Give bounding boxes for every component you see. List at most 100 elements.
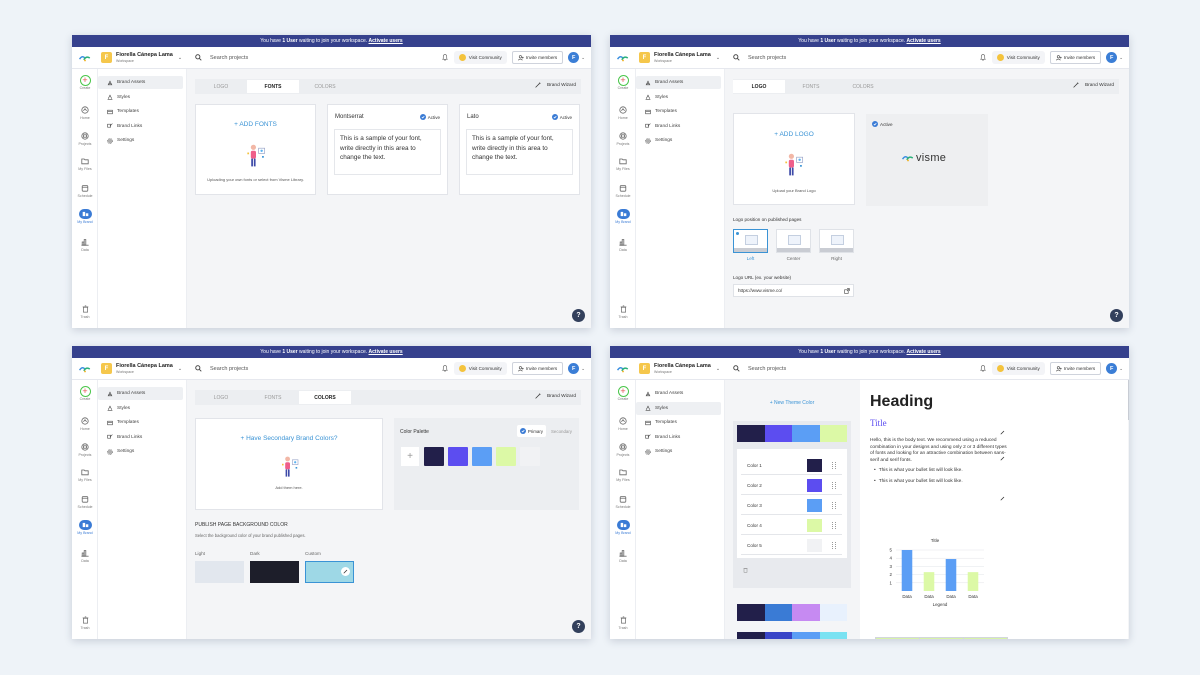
subnav-item-assets[interactable]: Brand Assets: [98, 76, 183, 89]
chart-bar[interactable]: [945, 559, 957, 591]
bg-option-swatch-custom[interactable]: [305, 561, 354, 583]
color-row-swatch[interactable]: [807, 519, 822, 532]
subnav-item-settings[interactable]: Settings: [636, 445, 721, 458]
bg-option-swatch-dark[interactable]: [250, 561, 299, 583]
body-text-preview[interactable]: Hello, this is the body text. We recomme…: [870, 438, 1007, 464]
bell-icon[interactable]: [441, 54, 448, 61]
rail-item-home[interactable]: Home: [610, 105, 636, 120]
activate-users-link[interactable]: Activate users: [368, 38, 403, 44]
rail-item-schedule[interactable]: Schedule: [610, 183, 636, 198]
rail-item-data[interactable]: Data: [610, 548, 636, 563]
chevron-down-icon[interactable]: ⌄: [581, 365, 585, 371]
add-logo-link[interactable]: + ADD LOGO: [774, 131, 814, 138]
heading-preview[interactable]: Heading: [870, 393, 934, 410]
workspace-switcher[interactable]: F Fiorella Cánepa Lama Workspace ⌄: [636, 52, 729, 63]
rail-item-create[interactable]: + Create: [72, 385, 98, 401]
tab-fonts[interactable]: FONTS: [247, 80, 299, 93]
chevron-down-icon[interactable]: ⌄: [177, 365, 183, 372]
subnav-item-templates[interactable]: Templates: [636, 416, 721, 429]
tab-colors[interactable]: COLORS: [852, 83, 874, 90]
bullet-item[interactable]: • This is what your bullet list will look…: [874, 468, 963, 473]
bell-icon[interactable]: [441, 365, 448, 372]
drag-handle-icon[interactable]: [832, 482, 836, 489]
chevron-down-icon[interactable]: ⌄: [581, 54, 585, 60]
help-button[interactable]: ?: [1110, 309, 1123, 322]
invite-members-button[interactable]: Invite members: [1049, 362, 1102, 375]
subnav-item-settings[interactable]: Settings: [98, 445, 183, 458]
visit-community-button[interactable]: Visit Community: [991, 362, 1045, 375]
user-avatar[interactable]: F: [568, 363, 580, 374]
drag-handle-icon[interactable]: [832, 542, 836, 549]
brand-wizard-button[interactable]: Brand Wizard: [1073, 82, 1114, 88]
brand-wizard-button[interactable]: Brand Wizard: [535, 82, 576, 88]
search-input[interactable]: Search projects: [195, 365, 248, 372]
color-row-swatch[interactable]: [807, 459, 822, 472]
primary-toggle[interactable]: Primary: [516, 425, 546, 437]
subnav-item-assets[interactable]: Brand Assets: [636, 387, 721, 400]
tab-logo[interactable]: LOGO: [213, 83, 229, 90]
color-row[interactable]: Color 5: [741, 536, 842, 555]
visme-logo-icon[interactable]: [72, 54, 98, 62]
pencil-icon[interactable]: [341, 567, 350, 576]
font-sample-text[interactable]: This is a sample of your font, write dir…: [466, 129, 573, 175]
theme-strip[interactable]: [737, 604, 847, 621]
chevron-down-icon[interactable]: ⌄: [177, 54, 183, 61]
logo-position-label[interactable]: Right: [831, 256, 842, 261]
color-row[interactable]: Color 4: [741, 516, 842, 535]
palette-swatch[interactable]: [472, 447, 492, 466]
rail-item-files[interactable]: My Files: [72, 156, 98, 171]
add-color-button[interactable]: +: [401, 447, 419, 466]
help-button[interactable]: ?: [572, 620, 585, 633]
search-input[interactable]: Search projects: [733, 365, 786, 372]
font-card[interactable]: Montserrat Active This is a sample of your…: [327, 104, 448, 195]
visme-logo-icon[interactable]: [610, 54, 636, 62]
search-input[interactable]: Search projects: [195, 54, 248, 61]
logo-url-input[interactable]: https://www.visme.co/: [733, 284, 854, 297]
visit-community-button[interactable]: Visit Community: [453, 51, 507, 64]
theme-strip[interactable]: [737, 632, 847, 639]
subnav-item-links[interactable]: Brand Links: [98, 120, 183, 133]
rail-item-files[interactable]: My Files: [72, 467, 98, 482]
invite-members-button[interactable]: Invite members: [511, 51, 564, 64]
add-fonts-link[interactable]: + ADD FONTS: [234, 121, 277, 128]
visit-community-button[interactable]: Visit Community: [453, 362, 507, 375]
add-logo-card[interactable]: + ADD LOGO Upload your Brand Logo: [733, 113, 855, 205]
subnav-item-styles[interactable]: Styles: [98, 91, 183, 104]
user-avatar[interactable]: F: [1106, 363, 1118, 374]
workspace-switcher[interactable]: F Fiorella Cánepa Lama Workspace ⌄: [636, 363, 729, 374]
secondary-colors-card[interactable]: + Have Secondary Brand Colors? Add them h…: [195, 418, 383, 510]
subnav-item-templates[interactable]: Templates: [636, 105, 721, 118]
subnav-item-settings[interactable]: Settings: [636, 134, 721, 147]
rail-item-files[interactable]: My Files: [610, 156, 636, 171]
color-row-swatch[interactable]: [807, 539, 822, 552]
user-avatar[interactable]: F: [1106, 52, 1118, 63]
color-row[interactable]: Color 2: [741, 476, 842, 495]
chevron-down-icon[interactable]: ⌄: [715, 54, 721, 61]
title-preview[interactable]: Title: [870, 418, 887, 428]
color-row[interactable]: Color 3: [741, 496, 842, 515]
bullet-item[interactable]: • This is what your bullet list will look…: [874, 479, 963, 484]
font-card[interactable]: Lato Active This is a sample of your font,…: [459, 104, 580, 195]
rail-item-trash[interactable]: Trash: [72, 615, 98, 630]
drag-handle-icon[interactable]: [832, 462, 836, 469]
rail-item-create[interactable]: + Create: [610, 385, 636, 401]
rail-item-schedule[interactable]: Schedule: [72, 494, 98, 509]
rail-item-home[interactable]: Home: [72, 416, 98, 431]
logo-preview-card[interactable]: Active visme: [866, 114, 988, 206]
search-input[interactable]: Search projects: [733, 54, 786, 61]
add-secondary-colors-link[interactable]: + Have Secondary Brand Colors?: [240, 435, 338, 442]
tab-logo[interactable]: LOGO: [213, 394, 229, 401]
palette-swatch[interactable]: [448, 447, 468, 466]
help-button[interactable]: ?: [572, 309, 585, 322]
font-sample-text[interactable]: This is a sample of your font, write dir…: [334, 129, 441, 175]
subnav-item-templates[interactable]: Templates: [98, 416, 183, 429]
bg-option-swatch-light[interactable]: [195, 561, 244, 583]
tab-fonts[interactable]: FONTS: [264, 394, 282, 401]
palette-swatch[interactable]: [496, 447, 516, 466]
pencil-icon[interactable]: [1000, 496, 1005, 503]
rail-item-projects[interactable]: Projects: [610, 131, 636, 146]
external-link-icon[interactable]: [844, 288, 850, 294]
subnav-item-links[interactable]: Brand Links: [636, 120, 721, 133]
rail-item-projects[interactable]: Projects: [72, 131, 98, 146]
pencil-icon[interactable]: [1000, 456, 1005, 463]
